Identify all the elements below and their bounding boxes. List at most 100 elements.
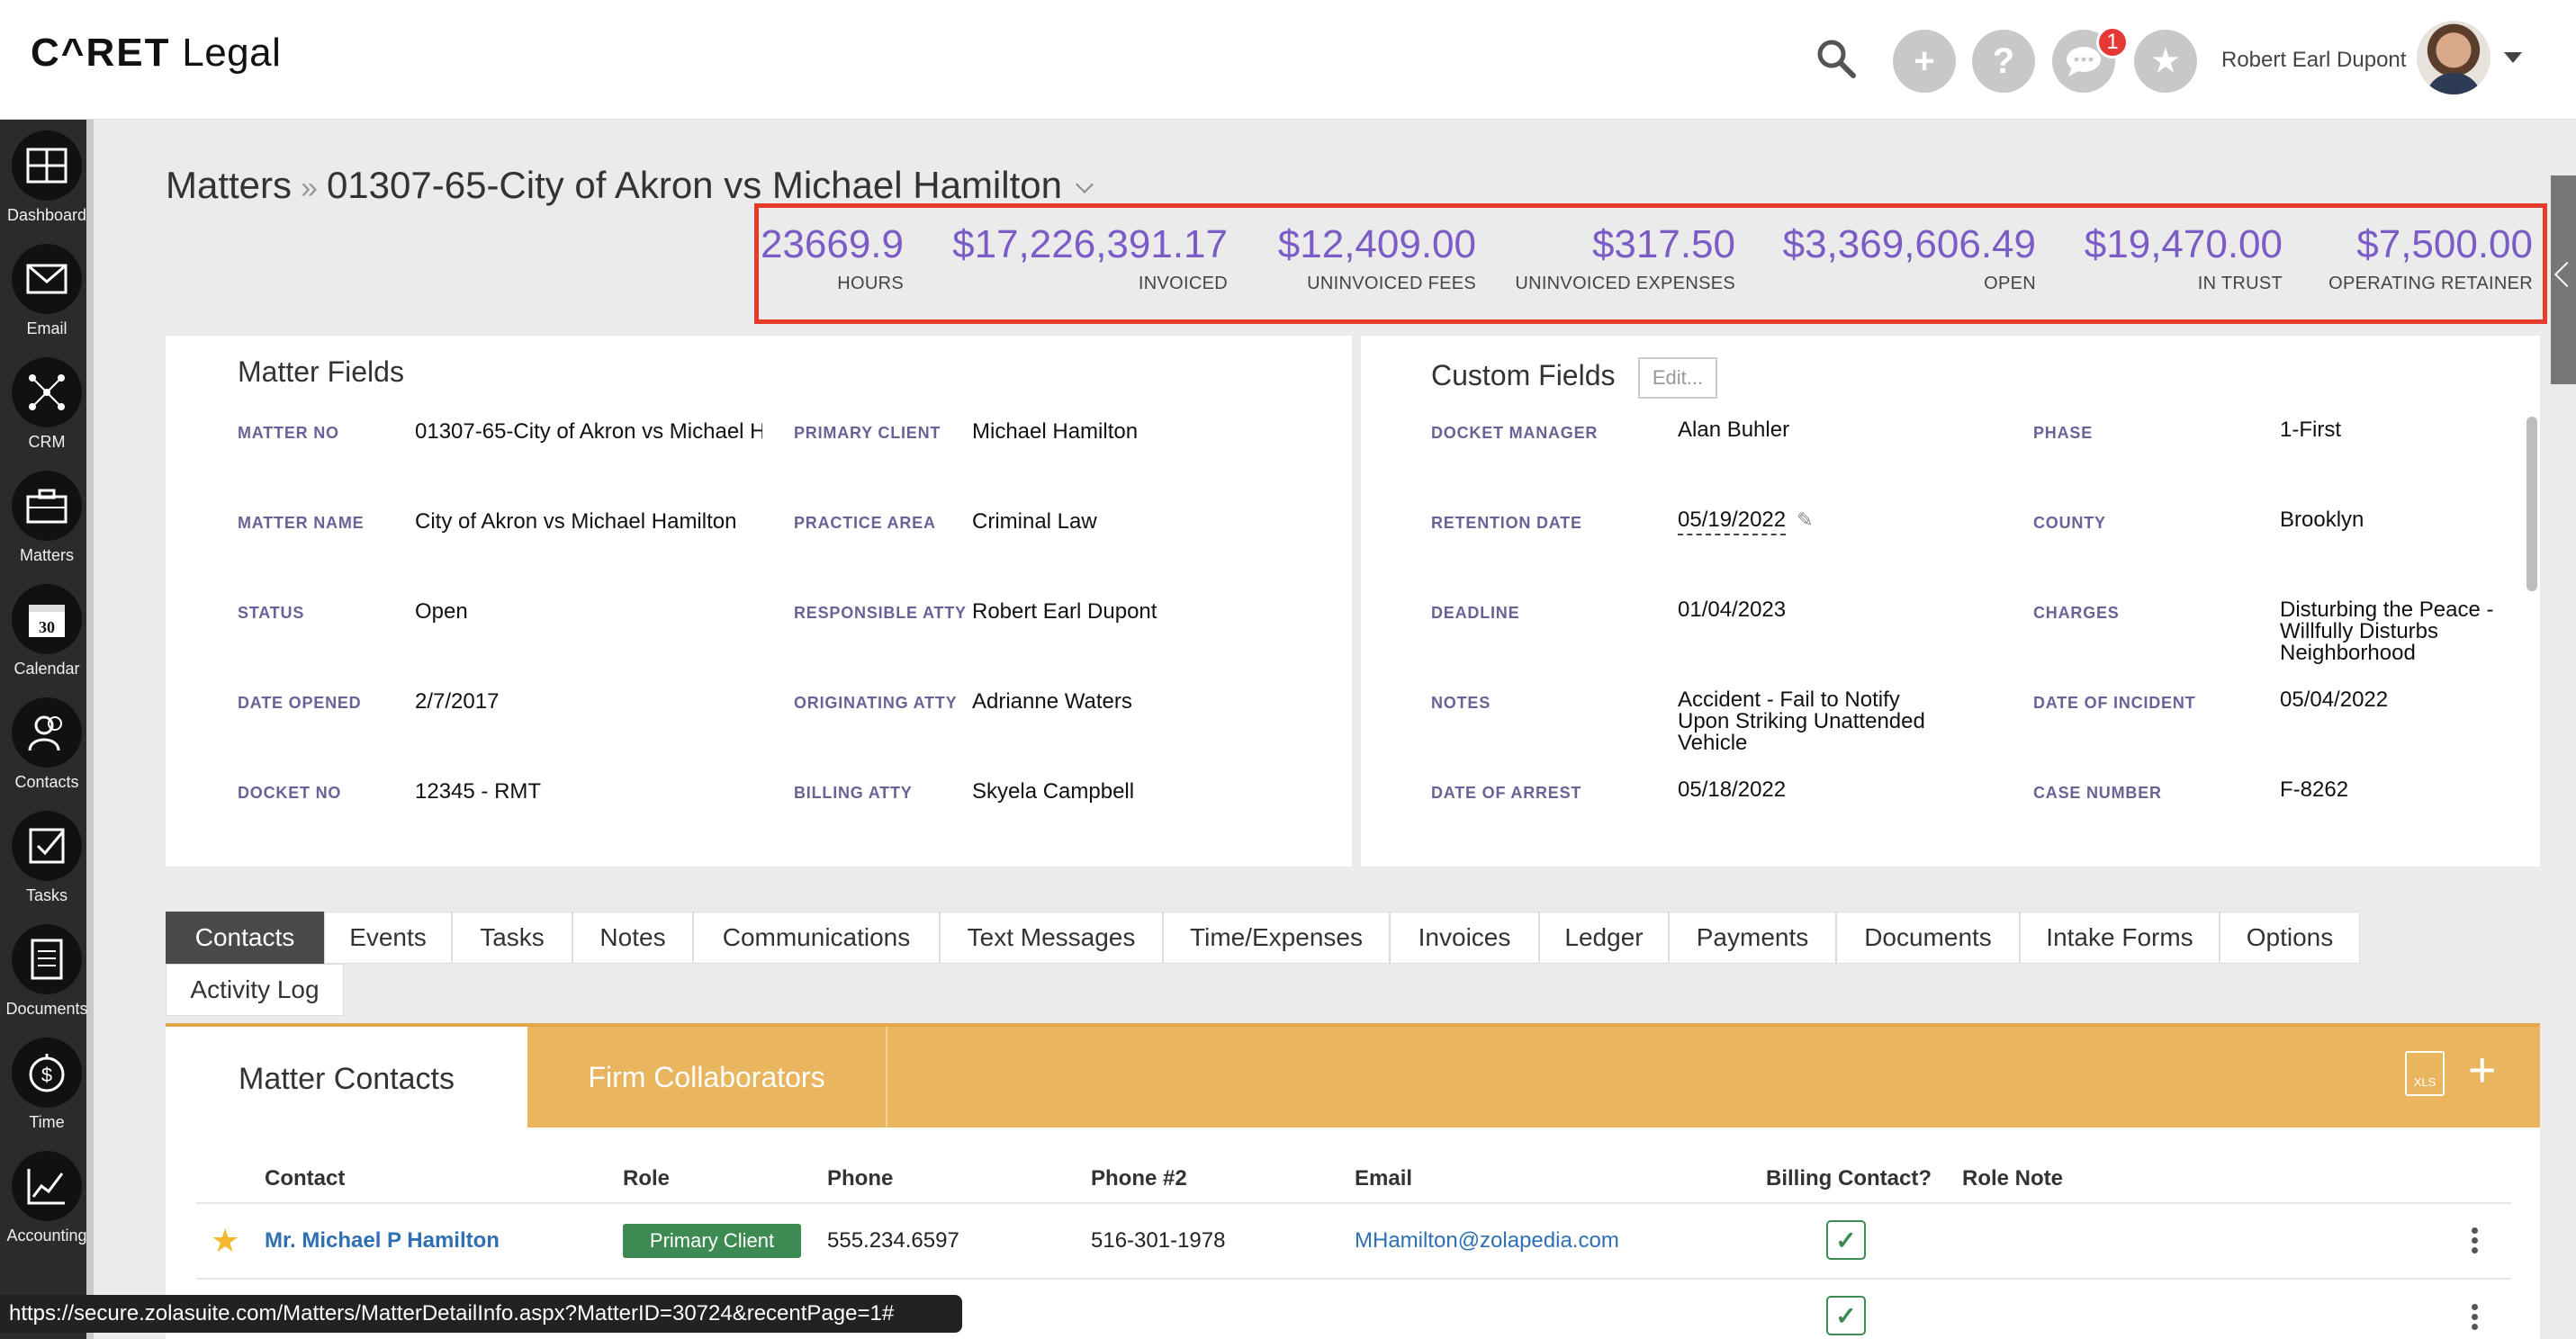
sidebar-item-label: Matters [19,546,74,564]
column-header-email[interactable]: Email [1355,1166,1413,1191]
field-label: RETENTION DATE [1431,514,1582,532]
matter-fields-panel [166,336,1352,867]
tab-payments[interactable]: Payments [1669,912,1836,964]
avatar[interactable] [2417,21,2490,94]
row-menu-icon[interactable] [2472,1304,2479,1334]
column-header-contact[interactable]: Contact [265,1166,346,1191]
tab-options[interactable]: Options [2220,912,2360,964]
task-check-icon [12,811,82,881]
favorites-button[interactable]: ★ [2134,30,2197,93]
svg-text:$: $ [41,1064,52,1086]
chevron-down-icon[interactable] [2504,52,2522,63]
sidebar-item-label: Time [29,1113,65,1131]
star-icon: ★ [2151,44,2180,78]
logo-caret-text: C^RET [31,31,171,75]
contacts-icon [12,697,82,768]
sidebar-item-matters[interactable]: Matters [0,460,94,573]
email-link[interactable]: MHamilton@zolapedia.com [1355,1228,1619,1253]
sidebar-item-label: Documents [5,1000,88,1018]
stat-operating-retainer: $7,500.00 OPERATING RETAINER [2328,222,2533,294]
contact-name-link[interactable]: Mr. Michael P Hamilton [265,1228,500,1253]
row-menu-icon[interactable] [2472,1227,2479,1257]
help-button[interactable]: ? [1972,30,2035,93]
column-header-role[interactable]: Role [623,1166,671,1191]
retention-date-field[interactable]: 05/19/2022 ✎ [1678,508,1814,535]
tab-firm-collaborators[interactable]: Firm Collaborators [527,1027,887,1128]
billing-contact-checkbox[interactable]: ✓ [1826,1220,1866,1260]
sidebar-divider [86,120,94,1339]
status-value: Open [415,599,468,624]
contacts-subtab-bar [166,1023,2540,1128]
tab-activity-log[interactable]: Activity Log [166,964,344,1016]
search-icon[interactable] [1814,36,1859,81]
breadcrumb-root-link[interactable]: Matters [166,164,293,206]
edit-custom-fields-button[interactable]: Edit... [1638,357,1717,399]
primary-star-icon[interactable]: ★ [211,1222,240,1259]
add-button[interactable]: + [1893,30,1956,93]
matter-stats-highlight [754,203,2547,324]
column-header-role-note[interactable]: Role Note [1962,1166,2064,1191]
sidebar-item-accounting[interactable]: Accounting [0,1140,94,1254]
network-icon [12,357,82,427]
stat-value: $3,369,606.49 [1782,222,2036,266]
stat-value: $7,500.00 [2356,222,2533,266]
sidebar-item-time[interactable]: $ Time [0,1027,94,1140]
custom-fields-scrollbar[interactable] [2526,417,2537,591]
stat-invoiced: $17,226,391.17 INVOICED [952,222,1228,294]
field-label: DOCKET NO [238,784,342,802]
svg-text:30: 30 [39,618,55,636]
billing-atty-value: Skyela Campbell [972,779,1135,804]
sidebar-item-label: Email [26,319,68,337]
stat-value: $12,409.00 [1277,222,1476,266]
chevron-down-icon[interactable] [1076,175,1094,193]
sidebar-item-documents[interactable]: Documents [0,913,94,1027]
field-label: DOCKET MANAGER [1431,424,1599,442]
tab-invoices[interactable]: Invoices [1390,912,1539,964]
envelope-icon [12,244,82,314]
column-header-phone[interactable]: Phone [827,1166,894,1191]
pencil-icon[interactable]: ✎ [1797,508,1814,531]
tab-intake-forms[interactable]: Intake Forms [2020,912,2220,964]
tab-time-expenses[interactable]: Time/Expenses [1163,912,1390,964]
tab-matter-contacts[interactable]: Matter Contacts [166,1027,527,1131]
sidebar-item-tasks[interactable]: Tasks [0,800,94,913]
sidebar-item-calendar[interactable]: 30 Calendar [0,573,94,687]
sidebar-item-dashboard[interactable]: Dashboard [0,120,94,233]
export-xls-icon[interactable]: XLS [2405,1051,2445,1096]
stat-uninvoiced-expenses: $317.50 UNINVOICED EXPENSES [1515,222,1735,294]
tab-text-messages[interactable]: Text Messages [940,912,1163,964]
stat-label: UNINVOICED FEES [1307,274,1476,294]
breadcrumb: Matters» 01307-65-City of Akron vs Michae… [166,164,1094,207]
tab-communications[interactable]: Communications [693,912,940,964]
line-chart-icon [12,1151,82,1221]
collapse-panel-handle[interactable] [2551,175,2576,384]
deadline-value: 01/04/2023 [1678,598,1787,622]
user-name[interactable]: Robert Earl Dupont [2221,48,2407,72]
sidebar-item-crm[interactable]: CRM [0,346,94,460]
messages-button[interactable] [2052,30,2115,93]
docket-manager-value: Alan Buhler [1678,418,1790,442]
caret-legal-logo[interactable]: C^RET Legal [31,31,281,76]
stat-label: OPEN [1984,274,2036,294]
tab-events[interactable]: Events [324,912,452,964]
notification-badge: 1 [2096,26,2129,58]
tab-contacts[interactable]: Contacts [166,912,324,964]
column-header-phone2[interactable]: Phone #2 [1091,1166,1187,1191]
stat-value: 23669.9 [760,222,904,266]
field-label: PRIMARY CLIENT [794,424,941,442]
field-label: CHARGES [2033,604,2120,622]
sidebar-item-contacts[interactable]: Contacts [0,687,94,800]
billing-contact-checkbox[interactable]: ✓ [1826,1296,1866,1335]
tab-ledger[interactable]: Ledger [1539,912,1669,964]
tab-documents[interactable]: Documents [1836,912,2020,964]
responsible-atty-value: Robert Earl Dupont [972,599,1157,624]
logo-legal-text: Legal [182,31,282,75]
tab-tasks[interactable]: Tasks [452,912,572,964]
sidebar-item-email[interactable]: Email [0,233,94,346]
field-label: PRACTICE AREA [794,514,936,532]
add-contact-plus-icon[interactable]: + [2468,1043,2497,1097]
field-label: CASE NUMBER [2033,784,2162,802]
tab-notes[interactable]: Notes [572,912,693,964]
column-header-billing-contact[interactable]: Billing Contact? [1766,1166,1932,1191]
matter-no-value: 01307-65-City of Akron vs Michael H [415,421,762,443]
